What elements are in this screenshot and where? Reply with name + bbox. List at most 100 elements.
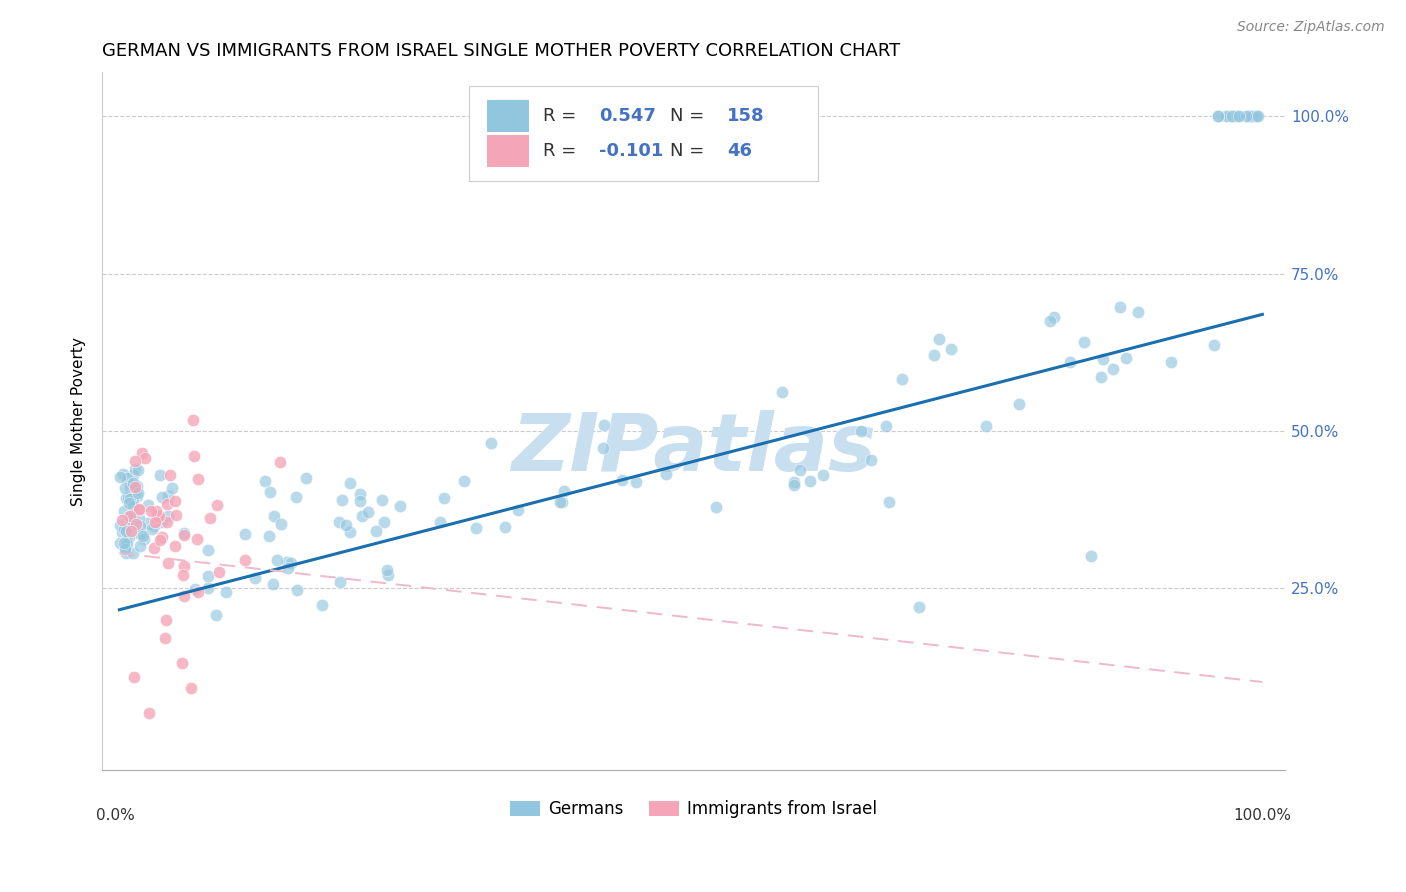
Point bbox=[111, 524, 134, 539]
Point bbox=[129, 526, 152, 541]
Point bbox=[121, 494, 143, 508]
Point bbox=[1202, 338, 1225, 352]
Point bbox=[138, 706, 160, 721]
Point bbox=[1109, 301, 1132, 315]
Point bbox=[149, 468, 172, 483]
Point bbox=[1090, 369, 1112, 384]
Point bbox=[197, 581, 219, 595]
Point bbox=[122, 670, 145, 684]
Point bbox=[187, 472, 209, 486]
Point bbox=[181, 413, 204, 427]
Point bbox=[132, 529, 155, 543]
Point bbox=[172, 567, 194, 582]
Text: 46: 46 bbox=[727, 142, 752, 161]
Point bbox=[183, 449, 205, 463]
Point bbox=[128, 501, 150, 516]
Point bbox=[329, 574, 352, 589]
Point bbox=[494, 520, 516, 534]
Point bbox=[349, 487, 371, 501]
Point bbox=[233, 553, 256, 567]
Point bbox=[1073, 334, 1095, 349]
Point bbox=[122, 500, 145, 514]
Point bbox=[1226, 110, 1249, 124]
Point bbox=[141, 523, 163, 537]
Point bbox=[150, 515, 173, 529]
Text: -0.101: -0.101 bbox=[599, 142, 664, 161]
Point bbox=[117, 470, 139, 484]
Point bbox=[115, 491, 138, 505]
Point bbox=[121, 546, 143, 560]
Point bbox=[789, 463, 811, 477]
Point bbox=[974, 419, 997, 434]
Point bbox=[173, 525, 195, 540]
Point bbox=[270, 517, 292, 532]
Point bbox=[157, 489, 180, 503]
Point bbox=[357, 505, 380, 519]
Point bbox=[508, 503, 530, 517]
Point bbox=[180, 681, 202, 696]
Text: R =: R = bbox=[544, 107, 582, 126]
Point bbox=[134, 450, 156, 465]
Point bbox=[280, 556, 302, 570]
Point bbox=[610, 473, 633, 487]
Point bbox=[184, 582, 207, 596]
Point bbox=[375, 563, 398, 577]
Point bbox=[124, 462, 146, 476]
Point bbox=[550, 495, 572, 509]
Point bbox=[243, 571, 266, 585]
Point bbox=[465, 521, 488, 535]
Point bbox=[453, 474, 475, 488]
Point bbox=[429, 515, 451, 529]
Point bbox=[311, 598, 333, 612]
Point bbox=[593, 418, 616, 433]
Point bbox=[118, 530, 141, 544]
Point bbox=[197, 542, 219, 557]
Point bbox=[204, 607, 226, 622]
Point bbox=[115, 537, 138, 551]
Point bbox=[1241, 110, 1264, 124]
Legend: Germans, Immigrants from Israel: Germans, Immigrants from Israel bbox=[503, 793, 884, 824]
Point bbox=[1237, 110, 1260, 124]
Point bbox=[276, 561, 298, 575]
Point bbox=[127, 486, 149, 500]
FancyBboxPatch shape bbox=[470, 87, 818, 180]
Point bbox=[1126, 304, 1149, 318]
Point bbox=[339, 475, 361, 490]
Point bbox=[1227, 110, 1250, 124]
Point bbox=[114, 540, 136, 554]
Point bbox=[156, 498, 179, 512]
Text: 0.547: 0.547 bbox=[599, 107, 657, 126]
Point bbox=[770, 385, 793, 400]
Point bbox=[285, 490, 308, 504]
Point bbox=[1042, 310, 1064, 324]
Point bbox=[851, 424, 873, 438]
Point bbox=[187, 584, 209, 599]
Point bbox=[1223, 110, 1246, 124]
Point bbox=[269, 455, 291, 469]
Point bbox=[112, 467, 135, 481]
Point bbox=[266, 553, 288, 567]
Point bbox=[285, 583, 308, 598]
Point bbox=[120, 513, 142, 527]
Point bbox=[170, 656, 193, 670]
Point bbox=[624, 475, 647, 489]
Point bbox=[782, 475, 804, 489]
Point bbox=[120, 480, 142, 494]
Point bbox=[330, 492, 353, 507]
Point bbox=[124, 481, 146, 495]
Point bbox=[1220, 110, 1243, 124]
Point bbox=[922, 348, 945, 362]
Point bbox=[1091, 352, 1114, 367]
Point bbox=[112, 503, 135, 517]
Point bbox=[1206, 110, 1229, 124]
Point bbox=[159, 468, 181, 483]
Point bbox=[129, 518, 152, 533]
Text: Source: ZipAtlas.com: Source: ZipAtlas.com bbox=[1237, 20, 1385, 34]
Point bbox=[127, 489, 149, 503]
Point bbox=[1080, 549, 1102, 564]
Point bbox=[122, 478, 145, 492]
Point bbox=[1008, 397, 1031, 411]
Point bbox=[120, 524, 142, 538]
Text: 158: 158 bbox=[727, 107, 765, 126]
FancyBboxPatch shape bbox=[486, 136, 529, 168]
